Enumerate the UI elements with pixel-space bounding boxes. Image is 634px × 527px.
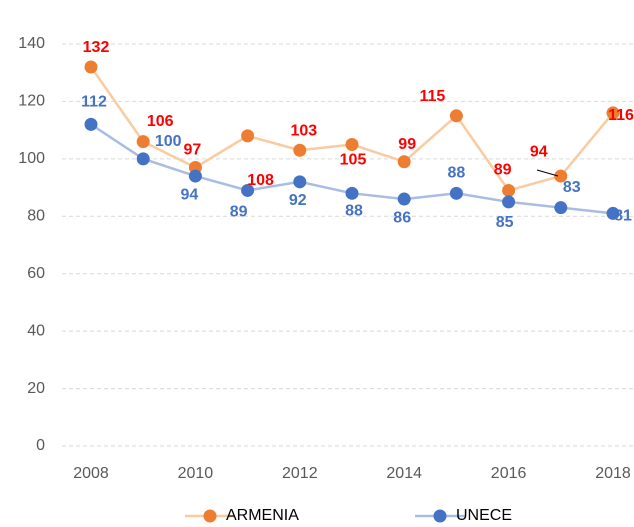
x-tick-label: 2018: [595, 465, 631, 482]
data-point: [136, 135, 150, 149]
data-label: 103: [290, 122, 317, 139]
data-point: [136, 152, 150, 166]
data-label: 81: [614, 208, 632, 225]
data-label: 92: [289, 192, 307, 209]
data-label: 115: [419, 88, 445, 105]
data-label: 94: [530, 143, 548, 160]
legend-label: ARMENIA: [226, 507, 299, 524]
data-point: [293, 175, 307, 189]
x-tick-label: 2008: [73, 465, 109, 482]
y-tick-label: 80: [27, 208, 45, 225]
data-point: [606, 106, 620, 120]
data-point: [84, 60, 98, 74]
data-point: [241, 129, 255, 143]
data-label: 85: [496, 214, 514, 231]
data-point: [397, 192, 411, 206]
legend-marker: [203, 509, 217, 523]
data-point: [188, 169, 202, 183]
y-tick-label: 60: [27, 265, 45, 282]
data-label: 108: [247, 172, 274, 189]
x-tick-label: 2016: [491, 465, 527, 482]
data-point: [606, 206, 620, 220]
y-tick-label: 0: [36, 437, 45, 454]
data-label: 83: [563, 179, 581, 196]
data-label: 105: [340, 152, 367, 169]
legend-label: UNECE: [456, 507, 512, 524]
data-label: 89: [494, 162, 512, 179]
x-tick-label: 2014: [386, 465, 422, 482]
x-tick-label: 2012: [282, 465, 318, 482]
data-label: 116: [608, 107, 634, 124]
data-point: [449, 186, 463, 200]
data-point: [241, 183, 255, 197]
data-label: 88: [345, 203, 363, 220]
data-point: [397, 155, 411, 169]
y-tick-label: 40: [27, 322, 45, 339]
data-label: 88: [448, 165, 466, 182]
data-point: [502, 183, 516, 197]
x-tick-label: 2010: [178, 465, 214, 482]
data-label: 106: [147, 113, 174, 130]
data-point: [345, 186, 359, 200]
data-label: 94: [181, 186, 199, 203]
y-tick-label: 20: [27, 380, 45, 397]
data-point: [84, 117, 98, 131]
data-point: [449, 109, 463, 123]
data-label: 97: [184, 142, 202, 159]
leader-line: [536, 169, 559, 177]
data-point: [502, 195, 516, 209]
data-label: 89: [230, 204, 248, 221]
legend-marker: [433, 509, 447, 523]
y-tick-label: 120: [18, 93, 45, 110]
data-point: [554, 201, 568, 215]
data-label: 86: [393, 209, 411, 226]
data-label: 112: [81, 94, 107, 111]
y-tick-label: 100: [18, 150, 45, 167]
data-point: [345, 138, 359, 151]
data-label: 99: [398, 136, 416, 153]
y-tick-label: 140: [18, 35, 45, 52]
data-label: 100: [155, 133, 182, 150]
data-label: 132: [83, 39, 110, 56]
data-point: [554, 169, 568, 183]
data-point: [293, 143, 307, 157]
